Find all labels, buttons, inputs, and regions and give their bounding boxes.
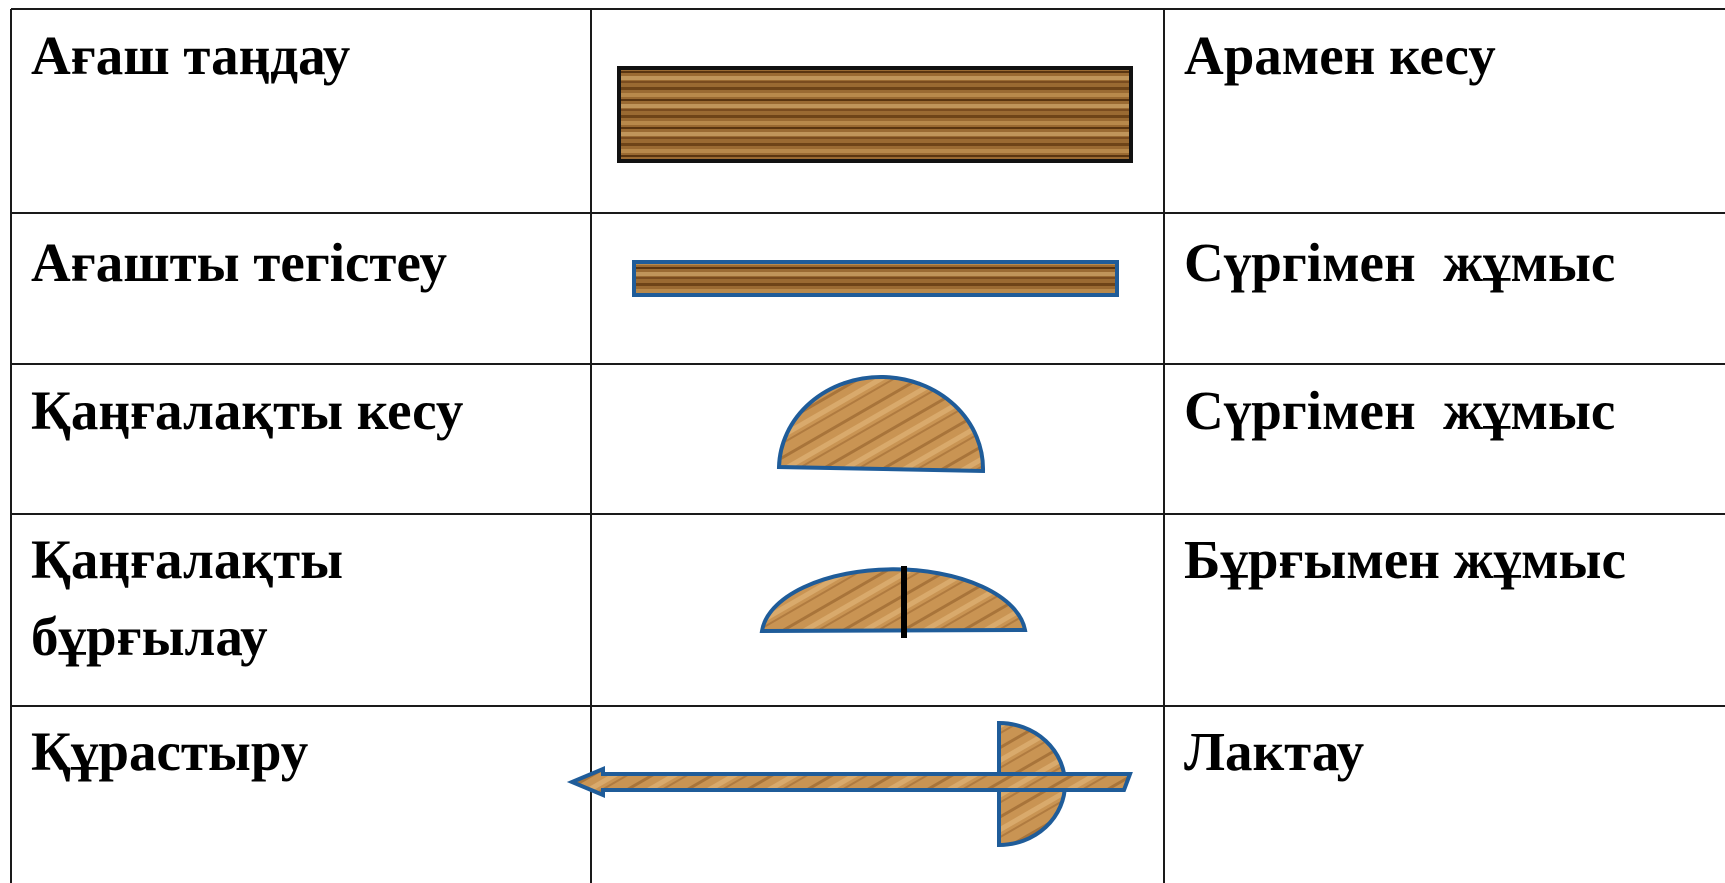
axle-arrow [566, 765, 1133, 799]
cell-text: Құрастыру [31, 721, 309, 782]
cell-text: Арамен кесу [1184, 25, 1496, 86]
cell-text: Қаңғалақты кесу [31, 380, 464, 441]
plank [617, 66, 1133, 163]
cell-text: Бұрғымен жұмыс [1184, 529, 1626, 590]
half-disc [776, 374, 986, 474]
cell-text: Ағаш таңдау [31, 25, 351, 86]
half-disc-drilled [759, 567, 1028, 634]
cell-text: Сүргімен жұмыс [1184, 380, 1616, 441]
cell-text: Сүргімен жұмыс [1184, 232, 1616, 293]
grid [10, 8, 1725, 883]
cell-text: Лактау [1184, 721, 1365, 782]
thin-plank [632, 260, 1119, 297]
cell-text: Ағашты тегістеу [31, 232, 447, 293]
cell-text: Қаңғалақты бұрғылау [31, 529, 344, 667]
